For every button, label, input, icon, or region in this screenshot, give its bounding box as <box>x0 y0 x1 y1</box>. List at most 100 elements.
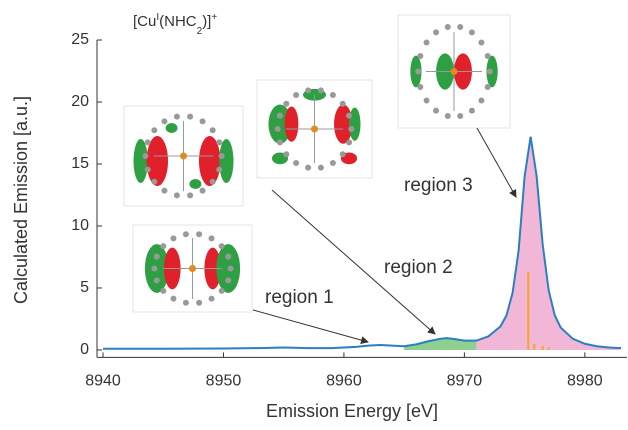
chart-title: [CuI(NHC2)]+ <box>133 12 217 37</box>
atom <box>417 53 423 59</box>
atom <box>219 153 225 159</box>
atom <box>469 29 475 35</box>
atom <box>183 231 189 237</box>
atom <box>487 69 493 75</box>
x-tick-label: 8950 <box>206 373 242 390</box>
y-tick-label: 25 <box>71 31 89 48</box>
orbital-lobe <box>166 123 178 133</box>
atom <box>478 98 484 104</box>
atom <box>318 87 324 93</box>
metal-atom <box>189 265 196 272</box>
title-part: )] <box>202 13 211 30</box>
atom <box>469 108 475 114</box>
atom <box>170 296 176 302</box>
annotation: region 1 <box>265 287 334 308</box>
x-tick-label: 8960 <box>326 373 362 390</box>
x-tick-label: 8940 <box>85 373 121 390</box>
orbital-lobe <box>134 139 148 183</box>
atom <box>151 266 157 272</box>
atom <box>160 243 166 249</box>
atom <box>187 192 193 198</box>
atom <box>283 151 289 157</box>
annotation: region 2 <box>384 257 453 278</box>
orbital-lobe <box>219 139 233 183</box>
atom <box>275 126 281 132</box>
atom <box>305 87 311 93</box>
atom <box>330 92 336 98</box>
orbital-lobe <box>189 179 201 189</box>
arrow <box>253 310 368 342</box>
atom <box>478 39 484 45</box>
atom <box>283 101 289 107</box>
area <box>476 137 621 350</box>
atom <box>161 118 167 124</box>
atom <box>210 127 216 133</box>
y-tick-label: 10 <box>71 217 89 234</box>
atom <box>151 127 157 133</box>
atom <box>457 24 463 30</box>
arrow <box>477 128 516 197</box>
atom <box>277 139 283 145</box>
orbital-lobe <box>349 107 361 140</box>
atom <box>424 39 430 45</box>
atom <box>330 160 336 166</box>
atom <box>196 231 202 237</box>
atom <box>225 277 231 283</box>
atom <box>200 188 206 194</box>
atom <box>348 126 354 132</box>
atom <box>457 113 463 119</box>
orbital-lobe <box>285 106 299 141</box>
x-axis-label: Emission Energy [eV] <box>266 401 438 421</box>
y-tick-label: 5 <box>80 279 89 296</box>
y-axis-label: Calculated Emission [a.u.] <box>11 96 31 304</box>
atom <box>174 192 180 198</box>
atom <box>340 101 346 107</box>
atom <box>216 167 222 173</box>
atom <box>318 165 324 171</box>
atom <box>160 288 166 294</box>
chart: Emission Energy [eV] Calculated Emission… <box>0 0 628 430</box>
atom <box>293 92 299 98</box>
atom <box>174 114 180 120</box>
atom <box>219 243 225 249</box>
x-tick-label: 8980 <box>567 373 603 390</box>
atom <box>445 113 451 119</box>
atom <box>151 179 157 185</box>
atom <box>305 165 311 171</box>
atom <box>485 53 491 59</box>
atom <box>209 296 215 302</box>
atom <box>161 188 167 194</box>
atom <box>433 108 439 114</box>
title-part: + <box>211 12 217 23</box>
metal-atom <box>180 153 187 160</box>
title-part: [Cu <box>133 13 156 30</box>
annotation: region 3 <box>404 175 473 196</box>
atom <box>187 114 193 120</box>
atom <box>485 84 491 90</box>
title-part: (NHC <box>159 13 197 30</box>
atom <box>154 277 160 283</box>
atom <box>293 160 299 166</box>
atom <box>346 139 352 145</box>
atom <box>196 300 202 306</box>
atom <box>216 139 222 145</box>
metal-atom <box>451 68 458 75</box>
atom <box>424 98 430 104</box>
atom <box>209 235 215 241</box>
y-tick-label: 15 <box>71 155 89 172</box>
atom <box>200 118 206 124</box>
atom <box>145 139 151 145</box>
y-tick-label: 20 <box>71 93 89 110</box>
x-tick-label: 8970 <box>447 373 483 390</box>
atom <box>340 151 346 157</box>
atom <box>417 84 423 90</box>
atom <box>225 254 231 260</box>
metal-atom <box>311 126 318 133</box>
atom <box>228 266 234 272</box>
atom <box>219 288 225 294</box>
atom <box>183 300 189 306</box>
atom <box>145 167 151 173</box>
atom <box>170 235 176 241</box>
y-tick-label: 0 <box>80 341 89 358</box>
atom <box>445 24 451 30</box>
